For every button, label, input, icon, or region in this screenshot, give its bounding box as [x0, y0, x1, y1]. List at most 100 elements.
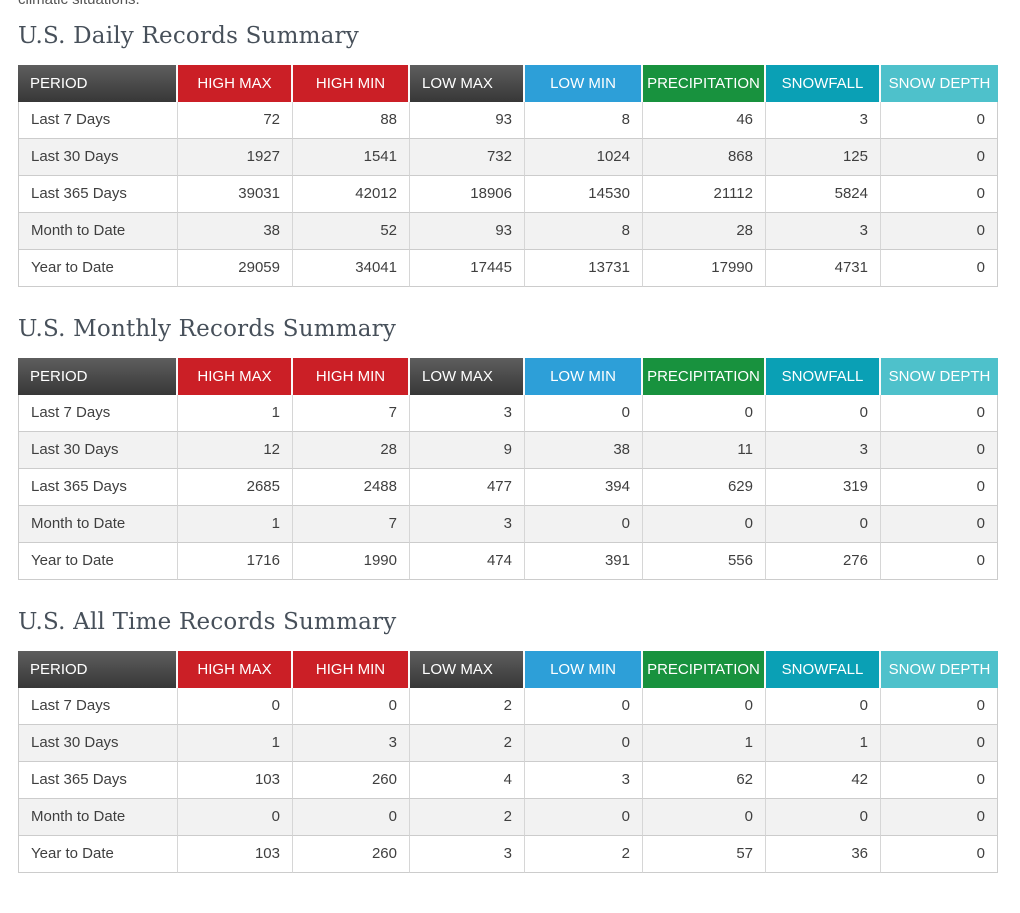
- value-cell-high-max: 72: [178, 102, 293, 139]
- daily-records-title: U.S. Daily Records Summary: [18, 23, 359, 49]
- value-cell-precipitation: 629: [643, 469, 766, 506]
- period-cell: Last 7 Days: [18, 102, 178, 139]
- value-cell-high-min: 1990: [293, 543, 410, 580]
- value-cell-high-min: 0: [293, 688, 410, 725]
- column-header-low-max: LOW MAX: [410, 358, 525, 395]
- value-cell-low-min: 0: [525, 506, 643, 543]
- value-cell-low-min: 391: [525, 543, 643, 580]
- value-cell-high-min: 34041: [293, 250, 410, 287]
- value-cell-low-max: 2: [410, 688, 525, 725]
- table-row: Last 365 Days 103 260 4 3 62 42 0: [18, 762, 998, 799]
- value-cell-snow-depth: 0: [881, 543, 998, 580]
- value-cell-precipitation: 17990: [643, 250, 766, 287]
- column-header-snowfall: SNOWFALL: [766, 65, 881, 102]
- table-row: Year to Date 1716 1990 474 391 556 276 0: [18, 543, 998, 580]
- value-cell-high-min: 0: [293, 799, 410, 836]
- value-cell-low-max: 477: [410, 469, 525, 506]
- value-cell-low-min: 13731: [525, 250, 643, 287]
- table-row: Month to Date 0 0 2 0 0 0 0: [18, 799, 998, 836]
- value-cell-high-max: 38: [178, 213, 293, 250]
- value-cell-precipitation: 0: [643, 799, 766, 836]
- value-cell-low-max: 2: [410, 799, 525, 836]
- column-header-row: PERIOD HIGH MAX HIGH MIN LOW MAX LOW MIN PREC…: [18, 358, 998, 395]
- column-header-precipitation: PRECIPITATION: [643, 358, 766, 395]
- value-cell-low-max: 732: [410, 139, 525, 176]
- value-cell-precipitation: 57: [643, 836, 766, 873]
- value-cell-high-max: 1927: [178, 139, 293, 176]
- value-cell-low-min: 0: [525, 688, 643, 725]
- value-cell-precipitation: 556: [643, 543, 766, 580]
- value-cell-low-min: 38: [525, 432, 643, 469]
- column-header-low-max: LOW MAX: [410, 651, 525, 688]
- value-cell-precipitation: 21112: [643, 176, 766, 213]
- value-cell-snowfall: 319: [766, 469, 881, 506]
- value-cell-low-max: 3: [410, 506, 525, 543]
- column-header-high-min: HIGH MIN: [293, 65, 410, 102]
- value-cell-high-min: 3: [293, 725, 410, 762]
- value-cell-low-min: 1024: [525, 139, 643, 176]
- value-cell-snow-depth: 0: [881, 762, 998, 799]
- column-header-high-max: HIGH MAX: [178, 65, 293, 102]
- column-header-snow-depth: SNOW DEPTH: [881, 65, 998, 102]
- table-row: Last 365 Days 39031 42012 18906 14530 21112 58…: [18, 176, 998, 213]
- value-cell-high-min: 260: [293, 762, 410, 799]
- column-header-period: PERIOD: [18, 65, 178, 102]
- value-cell-snowfall: 0: [766, 688, 881, 725]
- value-cell-snow-depth: 0: [881, 250, 998, 287]
- value-cell-low-max: 2: [410, 725, 525, 762]
- value-cell-high-min: 7: [293, 506, 410, 543]
- value-cell-snowfall: 1: [766, 725, 881, 762]
- value-cell-low-max: 93: [410, 213, 525, 250]
- value-cell-low-max: 93: [410, 102, 525, 139]
- value-cell-precipitation: 62: [643, 762, 766, 799]
- value-cell-high-min: 42012: [293, 176, 410, 213]
- column-header-precipitation: PRECIPITATION: [643, 651, 766, 688]
- period-cell: Last 365 Days: [18, 469, 178, 506]
- value-cell-low-max: 474: [410, 543, 525, 580]
- table-row: Year to Date 103 260 3 2 57 36 0: [18, 836, 998, 873]
- value-cell-high-max: 103: [178, 836, 293, 873]
- column-header-low-min: LOW MIN: [525, 651, 643, 688]
- intro-text-fragment: climatic situations.: [18, 0, 998, 10]
- value-cell-high-max: 0: [178, 688, 293, 725]
- value-cell-high-max: 1: [178, 506, 293, 543]
- value-cell-snowfall: 276: [766, 543, 881, 580]
- column-header-high-min: HIGH MIN: [293, 651, 410, 688]
- value-cell-high-min: 88: [293, 102, 410, 139]
- value-cell-snowfall: 4731: [766, 250, 881, 287]
- column-header-low-max: LOW MAX: [410, 65, 525, 102]
- value-cell-high-max: 2685: [178, 469, 293, 506]
- monthly-records-section: U.S. Monthly Records Summary PERIOD HIGH …: [18, 317, 998, 580]
- value-cell-snow-depth: 0: [881, 395, 998, 432]
- value-cell-low-min: 0: [525, 799, 643, 836]
- value-cell-high-min: 7: [293, 395, 410, 432]
- table-row: Month to Date 38 52 93 8 28 3 0: [18, 213, 998, 250]
- value-cell-low-max: 17445: [410, 250, 525, 287]
- value-cell-snowfall: 3: [766, 432, 881, 469]
- period-cell: Year to Date: [18, 543, 178, 580]
- value-cell-snow-depth: 0: [881, 213, 998, 250]
- all-time-records-section: U.S. All Time Records Summary PERIOD HIGH…: [18, 610, 998, 873]
- value-cell-high-min: 52: [293, 213, 410, 250]
- monthly-records-table: PERIOD HIGH MAX HIGH MIN LOW MAX LOW MIN PREC…: [18, 358, 998, 580]
- value-cell-low-min: 8: [525, 213, 643, 250]
- all-time-records-title: U.S. All Time Records Summary: [18, 609, 397, 635]
- value-cell-low-min: 8: [525, 102, 643, 139]
- value-cell-low-max: 4: [410, 762, 525, 799]
- value-cell-precipitation: 0: [643, 506, 766, 543]
- value-cell-snowfall: 0: [766, 799, 881, 836]
- value-cell-low-min: 0: [525, 395, 643, 432]
- column-header-period: PERIOD: [18, 651, 178, 688]
- value-cell-high-min: 28: [293, 432, 410, 469]
- column-header-snow-depth: SNOW DEPTH: [881, 358, 998, 395]
- value-cell-snow-depth: 0: [881, 799, 998, 836]
- table-row: Last 7 Days 0 0 2 0 0 0 0: [18, 688, 998, 725]
- value-cell-precipitation: 46: [643, 102, 766, 139]
- period-cell: Month to Date: [18, 506, 178, 543]
- table-row: Month to Date 1 7 3 0 0 0 0: [18, 506, 998, 543]
- value-cell-high-max: 1716: [178, 543, 293, 580]
- all-time-records-table: PERIOD HIGH MAX HIGH MIN LOW MAX LOW MIN PREC…: [18, 651, 998, 873]
- value-cell-high-max: 1: [178, 395, 293, 432]
- table-row: Last 7 Days 1 7 3 0 0 0 0: [18, 395, 998, 432]
- value-cell-snow-depth: 0: [881, 725, 998, 762]
